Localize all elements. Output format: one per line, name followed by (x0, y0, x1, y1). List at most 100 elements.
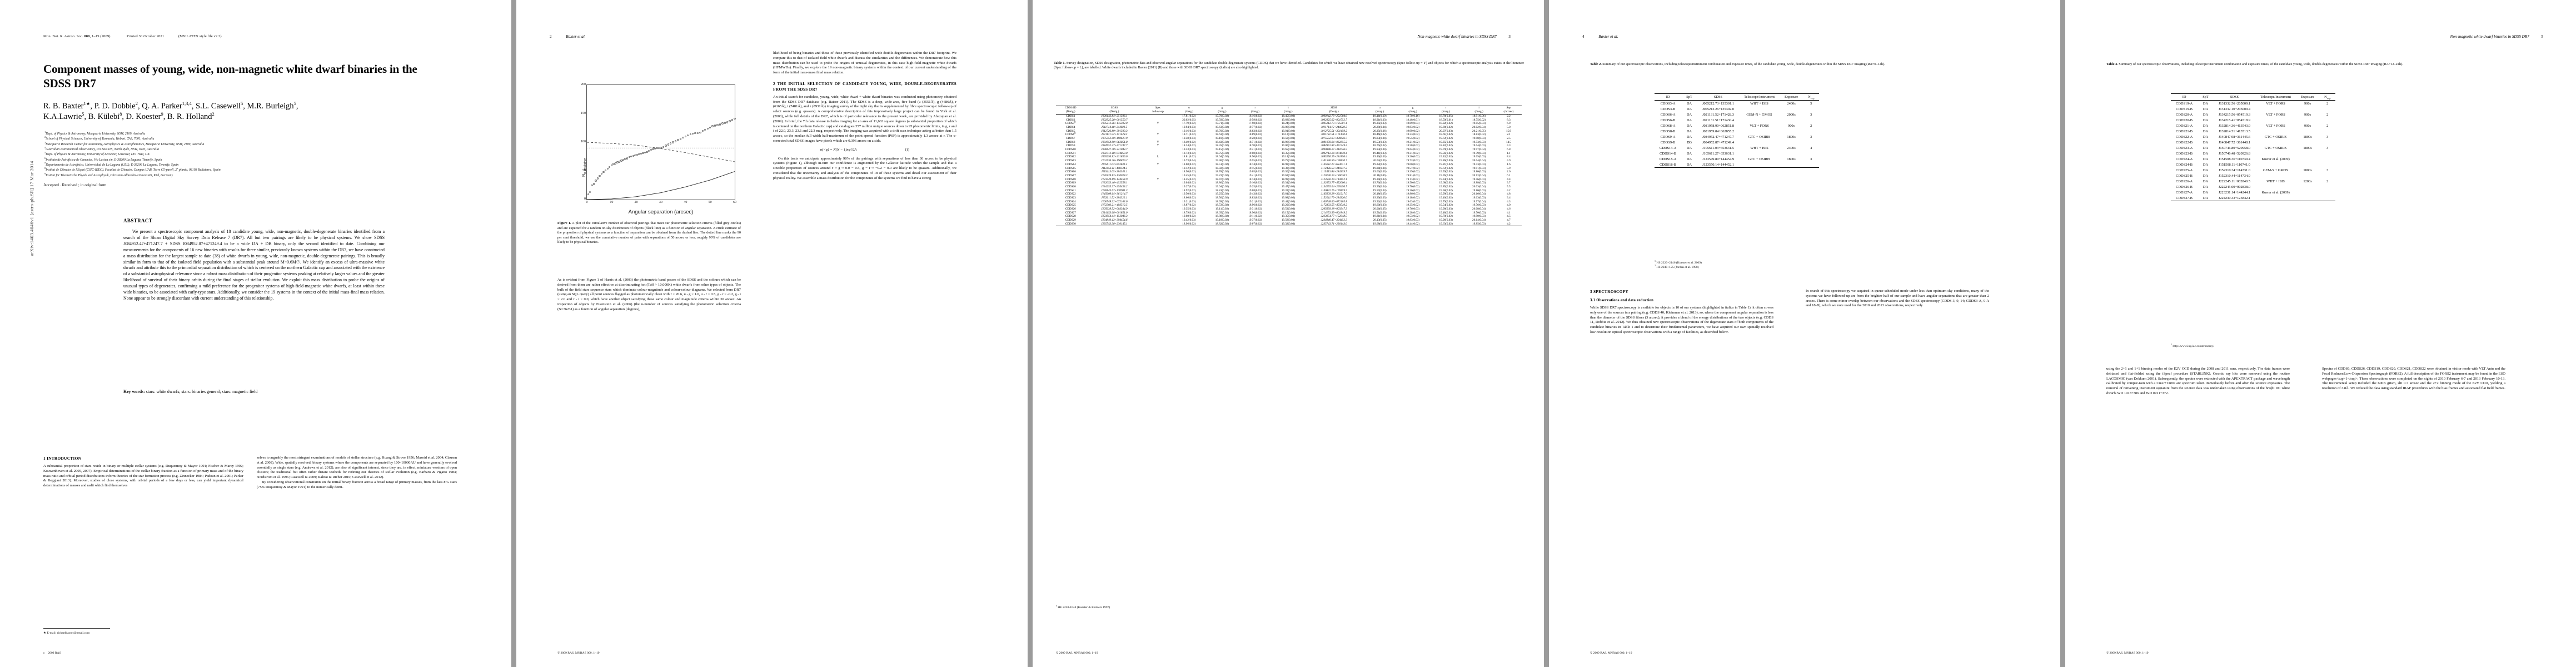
table-1-subheader: (/arcsec) (1503, 110, 1514, 114)
table3-cell (2255, 184, 2296, 190)
table-1-cell: 19.97(0.04) (1472, 148, 1486, 152)
table-1-subheader: (/mag.) (1474, 110, 1483, 114)
table3-cell: CDDS23-B (2176, 151, 2193, 156)
table-1-cell: 19.16(0.03) (1182, 129, 1196, 133)
table-row: CDDS26-A DA J222245.11+002840.5 WHT + ISIS 1… (2171, 178, 2335, 184)
table-row: CDDS8 J081958.90+062851.8 Y 18.49(0.02) 18.4… (1056, 140, 1522, 144)
table-1-cell: 19.34(0.02) (1439, 177, 1453, 181)
table2-cell: CDDS8-A (1660, 123, 1676, 128)
table2-cell: J021131.52+171428.3 (1702, 112, 1734, 117)
table-1-cell: 20.08(0.04) (1472, 207, 1486, 211)
table-1-cell: 19.68(0.03) (1373, 222, 1387, 226)
table-1-subheader: (/mag.) (1442, 110, 1451, 114)
table-1-cell: J145609.64+361214.7 (1101, 192, 1128, 196)
table-1-subheader: follow-up (1152, 110, 1164, 114)
table-1-cell: 17.71(0.03) (1215, 122, 1229, 126)
table-1-cell: 19.08(0.02) (1248, 188, 1262, 192)
table-1-header: u (1188, 106, 1190, 110)
table-1-cell: 4.7 (1507, 218, 1511, 222)
table-1-cell (1143, 200, 1172, 203)
table-1-cell: CDDS20 (1065, 185, 1076, 188)
table-1-cell: 19.28(0.02) (1406, 211, 1420, 215)
table-3-label: Table 3. (2106, 62, 2118, 66)
table-1-header: Sep (1506, 106, 1511, 110)
table2-cell: DA (1686, 151, 1692, 156)
table-1-cell: 4.3 (1507, 200, 1511, 203)
p2-right-par-0: likelihood of being binaries and those o… (773, 51, 956, 75)
table-row: CDDS11 J092712.18+074850.0 18.73(0.02) 18.7… (1056, 151, 1522, 155)
table-1-cell: CDDS29 (1065, 218, 1076, 222)
table2-cell: 3 (1810, 135, 1812, 139)
table3-cell: 1800s (2303, 168, 2312, 172)
table-1-cell: CDDS24 (1065, 200, 1076, 203)
table3-cell: J132814.36+413543.9 (2218, 123, 2251, 128)
table-1-cell: CDDS16 (1065, 170, 1076, 174)
figure-1-x-axis-label: Angular separation (arcsec) (628, 209, 694, 215)
figure-1-data-point (644, 151, 646, 154)
table-1-cell: 18.70(0.16) (1406, 114, 1420, 118)
table3-cell (2319, 106, 2335, 112)
table3-cell (2296, 156, 2319, 162)
table-1-cell: 19.95(0.03) (1439, 173, 1453, 177)
table-1-cell: 19.79(0.03) (1472, 151, 1486, 155)
table3-cell: J151508.11+110741.0 (2219, 162, 2250, 167)
author-line-1: R. B. Baxter1★, P. D. Dobbie2, Q. A. Par… (43, 101, 298, 111)
table2-cell (1803, 117, 1819, 123)
table2-cell: 3 (1810, 157, 1812, 161)
table-1-cell: 19.43(0.03) (1472, 162, 1486, 166)
table-row: CDDS15 J112456.11+440334.5 19.12(0.03) 18.9… (1056, 166, 1522, 170)
table-1-cell: CDDS28 (1065, 215, 1076, 218)
table-1-cell: J152611.79+284320.6 (1321, 196, 1347, 200)
figure-1-caption-text: A plot of the cumulative number of obser… (557, 221, 741, 244)
table3-cell (2255, 195, 2296, 201)
table-1-cell: 19.93(0.04) (1373, 148, 1387, 152)
table3-cell: 900s (2304, 123, 2311, 128)
table-1-cell: 19.35(0.03) (1373, 122, 1387, 126)
figure-1-data-point (612, 163, 615, 165)
table-1-cell: J011714.12+244020.3 (1321, 125, 1347, 129)
table2-cell: J123549.89+144454.9 (1702, 157, 1735, 161)
table-1-cell: 19.07(0.02) (1248, 222, 1262, 226)
figure-1-data-point (618, 161, 621, 163)
table-row: CDDS27-B DA J224230.33+125842.1 (2171, 195, 2336, 201)
figure-1-x-tick: 0 (586, 201, 588, 204)
table-1-cell: CDDS11 (1065, 151, 1076, 155)
figure-1-data-point (634, 154, 636, 157)
table3-cell: J131332.10+205009.4 (2218, 107, 2251, 111)
table-1-cell: 19.22(0.02) (1215, 173, 1229, 177)
table-1-cell: 19.83(0.02) (1406, 125, 1420, 129)
table3-cell (2255, 151, 2296, 156)
table-1-cell: J090847.78+341043.7 (1101, 148, 1128, 152)
running-head-left-4: 4 Baxter et al. (1582, 34, 1618, 39)
table-1-cell: 19.53(0.03) (1373, 140, 1387, 144)
table2-cell: 900s (1788, 123, 1795, 128)
table-1-cell: J011714.48+244021.5 (1101, 125, 1128, 129)
table-1-cell: 18.91(0.03) (1373, 118, 1387, 122)
table3-cell: VLT + FORS (2266, 112, 2285, 117)
table3-cell: CDDS21-B (2176, 129, 2193, 133)
table-1-cell: J095256.25+231856.4 (1321, 155, 1347, 159)
table-1-cell (1143, 181, 1172, 185)
table3-cell (2319, 195, 2335, 201)
table-2: ID SpT SDSS Telescope/Instrument Exposure Nex… (1655, 93, 1820, 168)
table-1-cell: 18.63(0.02) (1215, 133, 1229, 137)
table-row: CDDS24-A DA J151508.36+110739.4 Kuerer et a… (2171, 156, 2335, 162)
running-title-5: Non-magnetic white dwarf binaries in SDS… (2450, 34, 2529, 39)
table-1-cell: 1.6 (1507, 162, 1511, 166)
table-1-subheader: (Desig.) (1065, 110, 1075, 114)
table-1-cell: 19.59(0.02) (1439, 170, 1453, 174)
table-1-cell: 19.51(0.03) (1373, 211, 1387, 215)
page-number-3: 3 (1508, 34, 1511, 39)
table-1-cell: 19.15(0.02) (1281, 211, 1296, 215)
table-1-cell: 18.99(0.02) (1281, 177, 1296, 181)
table-1-cell: 18.81(0.02) (1215, 188, 1229, 192)
figure-1-data-point (648, 150, 650, 152)
copyright-page3: © 2009 RAS, MNRAS 000, 1–19 (1056, 651, 1098, 655)
table2-header: Telescope/Instrument (1744, 95, 1775, 99)
figure-1-data-point (636, 153, 639, 156)
table3-cell: DA (2203, 107, 2209, 111)
table-1-cell: CDDS9 (1065, 144, 1075, 148)
table-1-cell: 18.72(0.02) (1215, 203, 1229, 207)
table-1-cell: 20.06(0.03) (1281, 125, 1296, 129)
table-1-cell: 19.57(0.03) (1373, 188, 1387, 192)
